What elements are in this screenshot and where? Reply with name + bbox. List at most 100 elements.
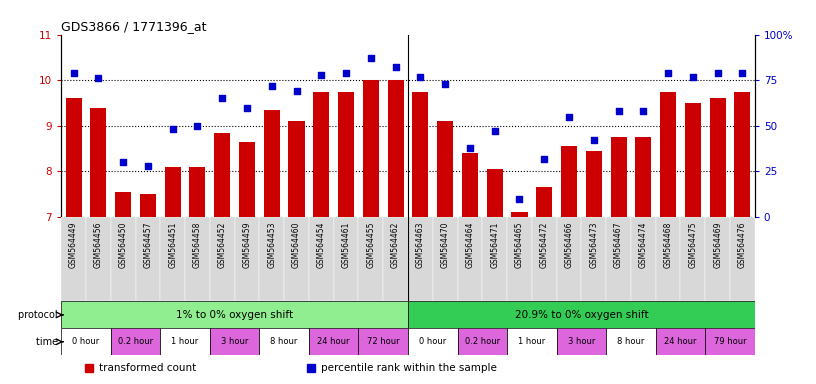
Bar bbox=[384, 217, 408, 301]
Text: 79 hour: 79 hour bbox=[714, 337, 747, 346]
Point bbox=[662, 70, 675, 76]
Bar bbox=[338, 91, 354, 217]
Bar bbox=[458, 217, 482, 301]
Text: 20.9% to 0% oxygen shift: 20.9% to 0% oxygen shift bbox=[515, 310, 648, 320]
Bar bbox=[532, 217, 557, 301]
Bar bbox=[557, 328, 606, 355]
Bar bbox=[239, 142, 255, 217]
Bar bbox=[730, 217, 755, 301]
Text: GSM564473: GSM564473 bbox=[589, 221, 598, 268]
Text: 3 hour: 3 hour bbox=[568, 337, 595, 346]
Text: 1% to 0% oxygen shift: 1% to 0% oxygen shift bbox=[176, 310, 293, 320]
Bar bbox=[165, 167, 180, 217]
Text: 3 hour: 3 hour bbox=[221, 337, 248, 346]
Text: 1 hour: 1 hour bbox=[171, 337, 198, 346]
Text: transformed count: transformed count bbox=[100, 363, 197, 373]
Text: 1 hour: 1 hour bbox=[518, 337, 545, 346]
Bar bbox=[111, 217, 135, 301]
Point bbox=[265, 83, 278, 89]
Bar bbox=[582, 217, 606, 301]
Bar bbox=[462, 153, 478, 217]
Text: GSM564449: GSM564449 bbox=[69, 221, 78, 268]
Bar bbox=[432, 217, 458, 301]
Bar bbox=[309, 328, 358, 355]
Point bbox=[513, 196, 526, 202]
Bar bbox=[656, 328, 705, 355]
Bar bbox=[388, 80, 404, 217]
Bar bbox=[660, 91, 676, 217]
Text: GSM564464: GSM564464 bbox=[465, 221, 474, 268]
Bar bbox=[636, 137, 651, 217]
Bar bbox=[111, 328, 160, 355]
Bar bbox=[61, 217, 86, 301]
Point bbox=[711, 70, 724, 76]
Bar bbox=[586, 151, 602, 217]
Bar bbox=[705, 217, 730, 301]
Bar bbox=[486, 169, 503, 217]
Text: 0.2 hour: 0.2 hour bbox=[118, 337, 153, 346]
Point bbox=[538, 156, 551, 162]
Text: GSM564475: GSM564475 bbox=[689, 221, 698, 268]
Text: GSM564458: GSM564458 bbox=[193, 221, 202, 268]
Bar bbox=[710, 98, 725, 217]
Point bbox=[414, 73, 427, 79]
Bar bbox=[734, 91, 751, 217]
Text: percentile rank within the sample: percentile rank within the sample bbox=[322, 363, 497, 373]
Point bbox=[141, 163, 154, 169]
Bar bbox=[334, 217, 358, 301]
Text: GSM564470: GSM564470 bbox=[441, 221, 450, 268]
Bar bbox=[264, 110, 280, 217]
Text: 24 hour: 24 hour bbox=[317, 337, 350, 346]
Bar bbox=[507, 217, 532, 301]
Point bbox=[686, 73, 699, 79]
Bar bbox=[685, 103, 701, 217]
Bar bbox=[289, 121, 304, 217]
Text: 8 hour: 8 hour bbox=[270, 337, 298, 346]
Text: GSM564467: GSM564467 bbox=[614, 221, 623, 268]
Text: GSM564471: GSM564471 bbox=[490, 221, 499, 268]
Bar bbox=[482, 217, 507, 301]
Bar bbox=[536, 187, 552, 217]
Text: GSM564453: GSM564453 bbox=[268, 221, 277, 268]
Bar bbox=[160, 217, 185, 301]
Bar bbox=[210, 217, 235, 301]
Point bbox=[562, 114, 575, 120]
Bar bbox=[259, 217, 284, 301]
Bar bbox=[412, 91, 428, 217]
Point bbox=[736, 70, 749, 76]
Bar bbox=[458, 328, 507, 355]
Text: GSM564457: GSM564457 bbox=[144, 221, 153, 268]
Point bbox=[389, 65, 402, 71]
Bar bbox=[185, 217, 210, 301]
Text: GSM564460: GSM564460 bbox=[292, 221, 301, 268]
Point bbox=[463, 145, 477, 151]
Text: GSM564469: GSM564469 bbox=[713, 221, 722, 268]
Text: GSM564451: GSM564451 bbox=[168, 221, 177, 268]
Text: GSM564456: GSM564456 bbox=[94, 221, 103, 268]
Bar bbox=[437, 121, 453, 217]
Text: 24 hour: 24 hour bbox=[664, 337, 697, 346]
Text: 0 hour: 0 hour bbox=[419, 337, 446, 346]
Point bbox=[290, 88, 303, 94]
Point bbox=[215, 95, 228, 101]
Point bbox=[439, 81, 452, 87]
Bar bbox=[160, 328, 210, 355]
Text: 0 hour: 0 hour bbox=[73, 337, 100, 346]
Bar bbox=[631, 217, 656, 301]
Bar bbox=[557, 217, 581, 301]
Bar bbox=[656, 217, 681, 301]
Text: GSM564466: GSM564466 bbox=[565, 221, 574, 268]
Text: 8 hour: 8 hour bbox=[617, 337, 645, 346]
Text: GSM564463: GSM564463 bbox=[416, 221, 425, 268]
Text: GSM564454: GSM564454 bbox=[317, 221, 326, 268]
Bar bbox=[61, 328, 111, 355]
Point bbox=[364, 55, 377, 61]
Point bbox=[339, 70, 353, 76]
Point bbox=[166, 126, 180, 132]
Bar bbox=[408, 301, 755, 328]
Point bbox=[612, 108, 625, 114]
Point bbox=[315, 72, 328, 78]
Bar bbox=[189, 167, 206, 217]
Point bbox=[588, 137, 601, 144]
Point bbox=[636, 108, 650, 114]
